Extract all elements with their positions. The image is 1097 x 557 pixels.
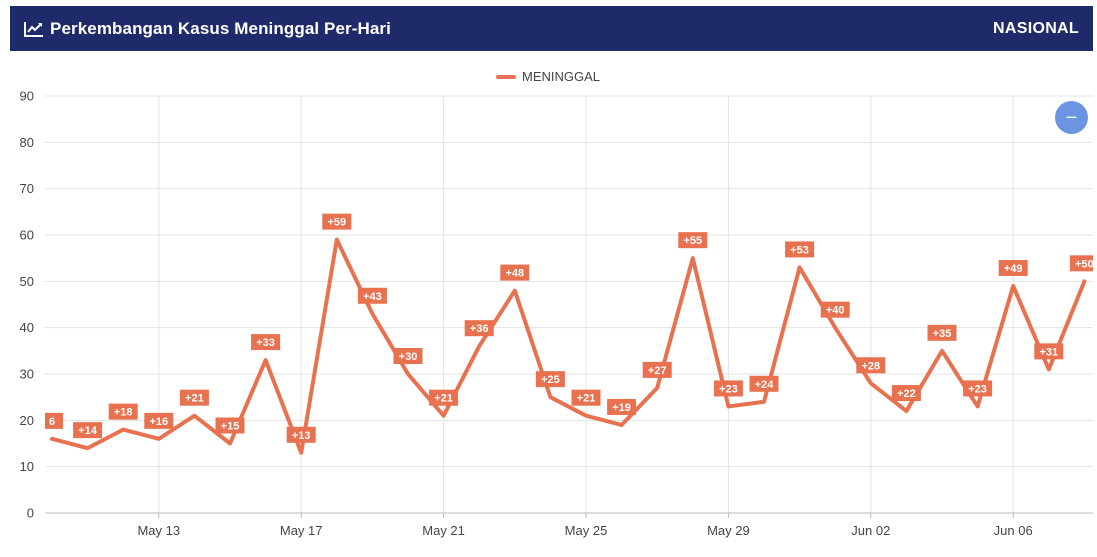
data-label: +59 xyxy=(322,213,352,230)
svg-text:+49: +49 xyxy=(1004,263,1023,275)
x-tick-label: May 13 xyxy=(137,523,180,538)
page-title: Perkembangan Kasus Meninggal Per-Hari xyxy=(50,18,391,38)
svg-text:+28: +28 xyxy=(861,360,880,372)
x-tick-label: Jun 02 xyxy=(851,523,890,538)
y-tick-label: 0 xyxy=(27,506,34,521)
data-label: +15 xyxy=(215,417,245,434)
data-label: +40 xyxy=(820,301,850,318)
svg-text:+22: +22 xyxy=(897,388,916,400)
legend-label: MENINGGAL xyxy=(522,69,601,84)
svg-text:+27: +27 xyxy=(648,365,667,377)
svg-text:+13: +13 xyxy=(292,430,311,442)
data-label: +21 xyxy=(179,389,209,406)
svg-text:+43: +43 xyxy=(363,291,382,303)
chart-header: Perkembangan Kasus Meninggal Per-Hari NA… xyxy=(10,6,1093,51)
svg-text:+53: +53 xyxy=(790,244,809,256)
chart-line-icon xyxy=(24,21,44,37)
svg-text:+24: +24 xyxy=(755,379,775,391)
svg-text:+36: +36 xyxy=(470,323,489,335)
svg-text:+21: +21 xyxy=(434,393,453,405)
y-tick-label: 10 xyxy=(20,459,34,474)
data-label: +31 xyxy=(1034,343,1064,360)
svg-text:+23: +23 xyxy=(968,383,987,395)
y-tick-label: 40 xyxy=(20,320,34,335)
data-label: +27 xyxy=(642,361,672,378)
data-label: +50 xyxy=(1069,255,1094,272)
svg-text:+21: +21 xyxy=(185,393,204,405)
x-tick-label: May 17 xyxy=(280,523,323,538)
data-label: +53 xyxy=(785,241,815,258)
svg-text:+30: +30 xyxy=(399,351,418,363)
data-label: +23 xyxy=(963,380,993,397)
scope-label: NASIONAL xyxy=(993,19,1079,37)
y-tick-label: 50 xyxy=(20,274,34,289)
svg-text:+23: +23 xyxy=(719,383,738,395)
svg-text:6: 6 xyxy=(49,416,55,428)
y-tick-label: 70 xyxy=(20,181,34,196)
svg-text:+19: +19 xyxy=(612,402,631,414)
data-label: +24 xyxy=(749,375,779,392)
data-label: +14 xyxy=(73,422,103,439)
svg-text:+33: +33 xyxy=(256,337,275,349)
svg-text:+31: +31 xyxy=(1039,346,1058,358)
data-label: +55 xyxy=(678,232,708,249)
svg-text:+59: +59 xyxy=(327,217,346,229)
x-tick-label: Jun 06 xyxy=(994,523,1033,538)
header-title-group: Perkembangan Kasus Meninggal Per-Hari xyxy=(24,19,391,39)
data-label: +23 xyxy=(713,380,743,397)
data-label: +18 xyxy=(108,403,138,420)
zoom-out-button[interactable]: − xyxy=(1055,101,1088,134)
minus-icon: − xyxy=(1065,106,1078,129)
svg-text:+21: +21 xyxy=(577,393,596,405)
svg-text:+35: +35 xyxy=(933,328,952,340)
x-tick-label: May 29 xyxy=(707,523,750,538)
data-label: +22 xyxy=(891,385,921,402)
chart-legend[interactable]: MENINGGAL xyxy=(496,69,600,84)
data-label: +49 xyxy=(998,259,1028,276)
svg-text:+18: +18 xyxy=(114,407,133,419)
data-label: +21 xyxy=(429,389,459,406)
x-tick-label: May 25 xyxy=(565,523,608,538)
data-label: +43 xyxy=(357,287,387,304)
data-label: +33 xyxy=(251,334,281,351)
data-label: +30 xyxy=(393,348,423,364)
data-label: +19 xyxy=(607,398,637,415)
x-tick-label: May 21 xyxy=(422,523,465,538)
data-label: +16 xyxy=(144,412,174,429)
legend-swatch xyxy=(496,74,516,79)
data-label: +13 xyxy=(286,426,316,443)
svg-text:+14: +14 xyxy=(78,425,98,437)
y-tick-label: 80 xyxy=(20,135,34,150)
svg-text:+55: +55 xyxy=(683,235,702,247)
data-label: +35 xyxy=(927,324,957,341)
data-label: +36 xyxy=(464,320,494,337)
data-label: +21 xyxy=(571,389,601,406)
svg-text:+48: +48 xyxy=(505,268,524,280)
y-tick-label: 20 xyxy=(20,413,34,428)
svg-text:+15: +15 xyxy=(221,421,240,433)
data-label: +28 xyxy=(856,357,886,374)
y-tick-label: 90 xyxy=(20,89,34,104)
data-label: +25 xyxy=(535,371,565,388)
y-tick-label: 60 xyxy=(20,228,34,243)
svg-text:+25: +25 xyxy=(541,374,560,386)
svg-text:+16: +16 xyxy=(149,416,168,428)
data-label: +48 xyxy=(500,264,530,281)
data-label: 6 xyxy=(45,412,63,429)
y-tick-label: 30 xyxy=(20,367,34,382)
svg-text:+50: +50 xyxy=(1075,258,1094,270)
svg-text:+40: +40 xyxy=(826,305,845,317)
